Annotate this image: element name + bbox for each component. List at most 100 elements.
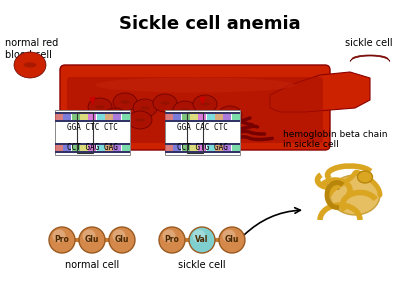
Bar (190, 145, 198, 153)
Bar (122, 112, 129, 120)
Bar (207, 145, 215, 153)
Ellipse shape (160, 101, 170, 105)
Bar (223, 145, 231, 153)
Ellipse shape (218, 106, 242, 124)
Ellipse shape (200, 102, 210, 106)
Bar (55, 145, 63, 153)
Bar (113, 112, 121, 120)
Bar (223, 112, 231, 120)
Text: Sickle cell anemia: Sickle cell anemia (119, 15, 301, 33)
Bar (63, 112, 71, 120)
Bar (80, 145, 88, 153)
Bar (207, 112, 215, 120)
Bar (232, 112, 239, 120)
Circle shape (49, 227, 75, 253)
Ellipse shape (88, 98, 112, 116)
Text: CCT GTG GAG: CCT GTG GAG (177, 142, 228, 152)
Bar (165, 145, 173, 153)
FancyBboxPatch shape (165, 110, 240, 155)
Bar (63, 145, 71, 153)
Bar (182, 145, 189, 153)
Circle shape (223, 230, 236, 242)
Ellipse shape (24, 62, 37, 68)
Circle shape (113, 230, 126, 242)
Circle shape (189, 227, 215, 253)
Bar (72, 112, 79, 120)
Text: GGA CAC CTC: GGA CAC CTC (177, 124, 228, 133)
Ellipse shape (193, 95, 217, 113)
Ellipse shape (135, 118, 145, 122)
Polygon shape (350, 55, 390, 62)
Bar (55, 112, 130, 114)
Bar (55, 151, 130, 153)
Circle shape (219, 227, 245, 253)
Bar (97, 112, 105, 120)
Circle shape (52, 230, 66, 242)
Text: normal cell: normal cell (65, 260, 119, 270)
Ellipse shape (133, 99, 157, 117)
Bar (215, 145, 223, 153)
Text: hemoglobin beta chain
in sickle cell: hemoglobin beta chain in sickle cell (283, 130, 388, 149)
Ellipse shape (95, 105, 105, 109)
Circle shape (159, 227, 185, 253)
Bar (215, 112, 223, 120)
Bar (88, 112, 96, 120)
FancyBboxPatch shape (60, 65, 330, 150)
Polygon shape (89, 97, 95, 105)
Ellipse shape (225, 113, 235, 117)
FancyBboxPatch shape (55, 110, 130, 155)
Text: Glu: Glu (85, 236, 99, 244)
Circle shape (192, 230, 205, 242)
Bar (105, 112, 113, 120)
Text: Pro: Pro (165, 236, 179, 244)
Bar (165, 112, 240, 114)
Bar (55, 112, 63, 120)
Ellipse shape (330, 175, 380, 215)
Bar (173, 145, 181, 153)
Bar (165, 120, 240, 122)
Circle shape (163, 230, 176, 242)
Ellipse shape (103, 108, 127, 126)
Bar (232, 145, 239, 153)
Bar (80, 112, 88, 120)
FancyBboxPatch shape (67, 77, 323, 143)
Text: Val: Val (195, 236, 209, 244)
Text: normal red
blood cell: normal red blood cell (5, 38, 58, 60)
Bar (105, 145, 113, 153)
Ellipse shape (110, 115, 120, 119)
Text: Glu: Glu (225, 236, 239, 244)
Text: Glu: Glu (115, 236, 129, 244)
Bar (198, 112, 206, 120)
Bar (122, 145, 129, 153)
Ellipse shape (180, 108, 190, 112)
Bar (182, 112, 189, 120)
Ellipse shape (153, 94, 177, 112)
Bar (198, 145, 206, 153)
Bar (187, 112, 203, 153)
Bar (165, 143, 240, 145)
Text: sickle cell: sickle cell (345, 38, 393, 48)
Ellipse shape (128, 111, 152, 129)
Bar (55, 120, 130, 122)
Text: GGA CTC CTC: GGA CTC CTC (67, 124, 118, 133)
Bar (55, 143, 130, 145)
Ellipse shape (113, 93, 137, 111)
Text: sickle cell: sickle cell (178, 260, 226, 270)
Ellipse shape (14, 52, 46, 78)
Bar (77, 112, 93, 153)
Ellipse shape (95, 77, 295, 92)
Bar (165, 151, 240, 153)
Ellipse shape (357, 171, 373, 183)
Circle shape (109, 227, 135, 253)
Polygon shape (270, 72, 370, 112)
Bar (165, 112, 173, 120)
Text: Pro: Pro (55, 236, 69, 244)
Text: CCT GAG GAG: CCT GAG GAG (67, 142, 118, 152)
Bar (72, 145, 79, 153)
Ellipse shape (173, 101, 197, 119)
Bar (113, 145, 121, 153)
Bar (97, 145, 105, 153)
Bar (88, 145, 96, 153)
Circle shape (79, 227, 105, 253)
Bar (173, 112, 181, 120)
